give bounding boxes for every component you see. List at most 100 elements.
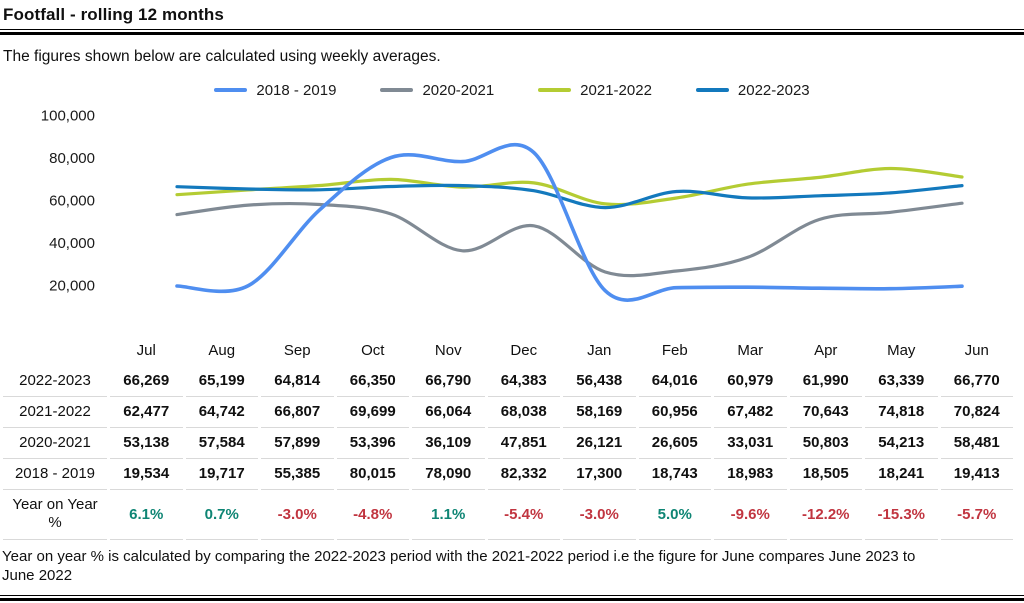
row-label: 2020-2021 [3,428,107,459]
yoy-value-cell: -3.0% [261,490,334,540]
legend-item: 2022-2023 [695,81,810,99]
value-cell: 50,803 [789,428,862,459]
legend-label: 2020-2021 [422,81,495,99]
value-cell: 68,038 [487,397,560,428]
value-cell: 67,482 [714,397,787,428]
row-label: 2022-2023 [3,366,107,397]
legend-swatch [380,88,414,92]
yoy-value-cell: -3.0% [563,490,636,540]
value-cell: 58,169 [563,397,636,428]
yoy-value-cell: -12.2% [789,490,862,540]
value-cell: 26,121 [563,428,636,459]
value-cell: 62,477 [110,397,183,428]
value-cell: 56,438 [563,366,636,397]
value-cell: 65,199 [185,366,258,397]
value-cell: 78,090 [412,459,485,490]
row-label: 2018 - 2019 [3,459,107,490]
page-title: Footfall - rolling 12 months [3,5,224,24]
value-cell: 18,743 [638,459,711,490]
row-label: 2021-2022 [3,397,107,428]
value-cell: 19,717 [185,459,258,490]
series-line-2022-2023 [175,183,964,210]
value-cell: 63,339 [865,366,938,397]
y-axis-tick: 20,000 [49,278,95,295]
month-header: Nov [434,342,462,359]
table-body: Jul Aug Sep Oct Nov Dec Jan Feb Mar Apr May Jun 2022… [3,336,1013,540]
table-row: 2020-2021 53,138 57,584 57,899 53,396 36,109 4… [3,428,1013,459]
month-header: Jun [964,342,989,359]
value-cell: 64,742 [185,397,258,428]
series-line-2020-2021 [175,201,964,278]
rule-thick-line [0,598,1024,601]
value-cell: 66,770 [940,366,1013,397]
value-cell: 61,990 [789,366,862,397]
value-cell: 19,534 [110,459,183,490]
value-cell: 19,413 [940,459,1013,490]
value-cell: 53,138 [110,428,183,459]
value-cell: 80,015 [336,459,409,490]
table-row: 2022-2023 66,269 65,199 64,814 66,350 66,790 6… [3,366,1013,397]
legend-swatch [214,88,248,92]
yoy-row-label-text: Year on Year % [12,496,98,531]
rule-thin-line [0,29,1024,30]
table-row: 2018 - 2019 19,534 19,717 55,385 80,015 78,09… [3,459,1013,490]
table-row: Jul Aug Sep Oct Nov Dec Jan Feb Mar Apr May Jun [3,336,1013,366]
rule-thick-line [0,32,1024,35]
month-header: Feb [661,342,688,359]
value-cell: 74,818 [865,397,938,428]
legend-label: 2018 - 2019 [256,81,337,99]
value-cell: 36,109 [412,428,485,459]
value-cell: 60,956 [638,397,711,428]
yoy-value-cell: 6.1% [110,490,183,540]
series-line-2021-2022 [175,166,964,207]
footer-note: Year on year % is calculated by comparin… [2,547,1016,585]
month-header: Mar [737,342,764,359]
chart-subtitle: The figures shown below are calculated u… [3,48,441,65]
yoy-value-cell: -5.7% [940,490,1013,540]
value-cell: 70,643 [789,397,862,428]
value-cell: 58,481 [940,428,1013,459]
value-cell: 66,807 [261,397,334,428]
month-header: Dec [510,342,538,359]
value-cell: 18,983 [714,459,787,490]
value-cell: 18,505 [789,459,862,490]
table-corner-cell [3,336,107,366]
y-axis-tick: 40,000 [49,235,95,252]
rule-thin-line [0,595,1024,596]
y-axis-tick: 60,000 [49,193,95,210]
month-header: May [887,342,916,359]
month-header: Aug [208,342,236,359]
legend-item: 2021-2022 [538,82,652,99]
yoy-value-cell: 1.1% [412,490,485,540]
value-cell: 54,213 [865,428,938,459]
legend-swatch [538,88,572,92]
yoy-value-cell: -4.8% [336,490,409,540]
month-header: Jan [587,342,612,359]
value-cell: 18,241 [865,459,938,490]
y-axis-tick: 80,000 [49,150,95,167]
value-cell: 26,605 [638,428,711,459]
bottom-rule [0,595,1024,601]
value-cell: 64,814 [261,366,334,397]
legend-label: 2022-2023 [737,81,810,99]
legend-item: 2018 - 2019 [214,82,336,99]
value-cell: 66,269 [110,366,183,397]
chart-legend: 2018 - 2019 2020-2021 2021-2022 2022-2023 [0,80,1024,100]
footfall-chart: 100,000 80,000 60,000 40,000 20,000 [41,108,964,302]
series-line-2018-2019 [175,143,964,302]
value-cell: 57,899 [261,428,334,459]
month-header: Apr [814,342,838,359]
chart-section: 2018 - 2019 2020-2021 2021-2022 2022-2023 1… [0,80,1024,332]
y-axis-tick: 100,000 [41,108,95,125]
legend-item: 2020-2021 [380,82,494,99]
yoy-value-cell: 5.0% [638,490,711,540]
value-cell: 70,824 [940,397,1013,428]
yoy-value-cell: -15.3% [865,490,938,540]
value-cell: 57,584 [185,428,258,459]
value-cell: 60,979 [714,366,787,397]
legend-label: 2021-2022 [580,81,652,99]
yoy-value-cell: -5.4% [487,490,560,540]
value-cell: 53,396 [336,428,409,459]
value-cell: 64,383 [487,366,560,397]
